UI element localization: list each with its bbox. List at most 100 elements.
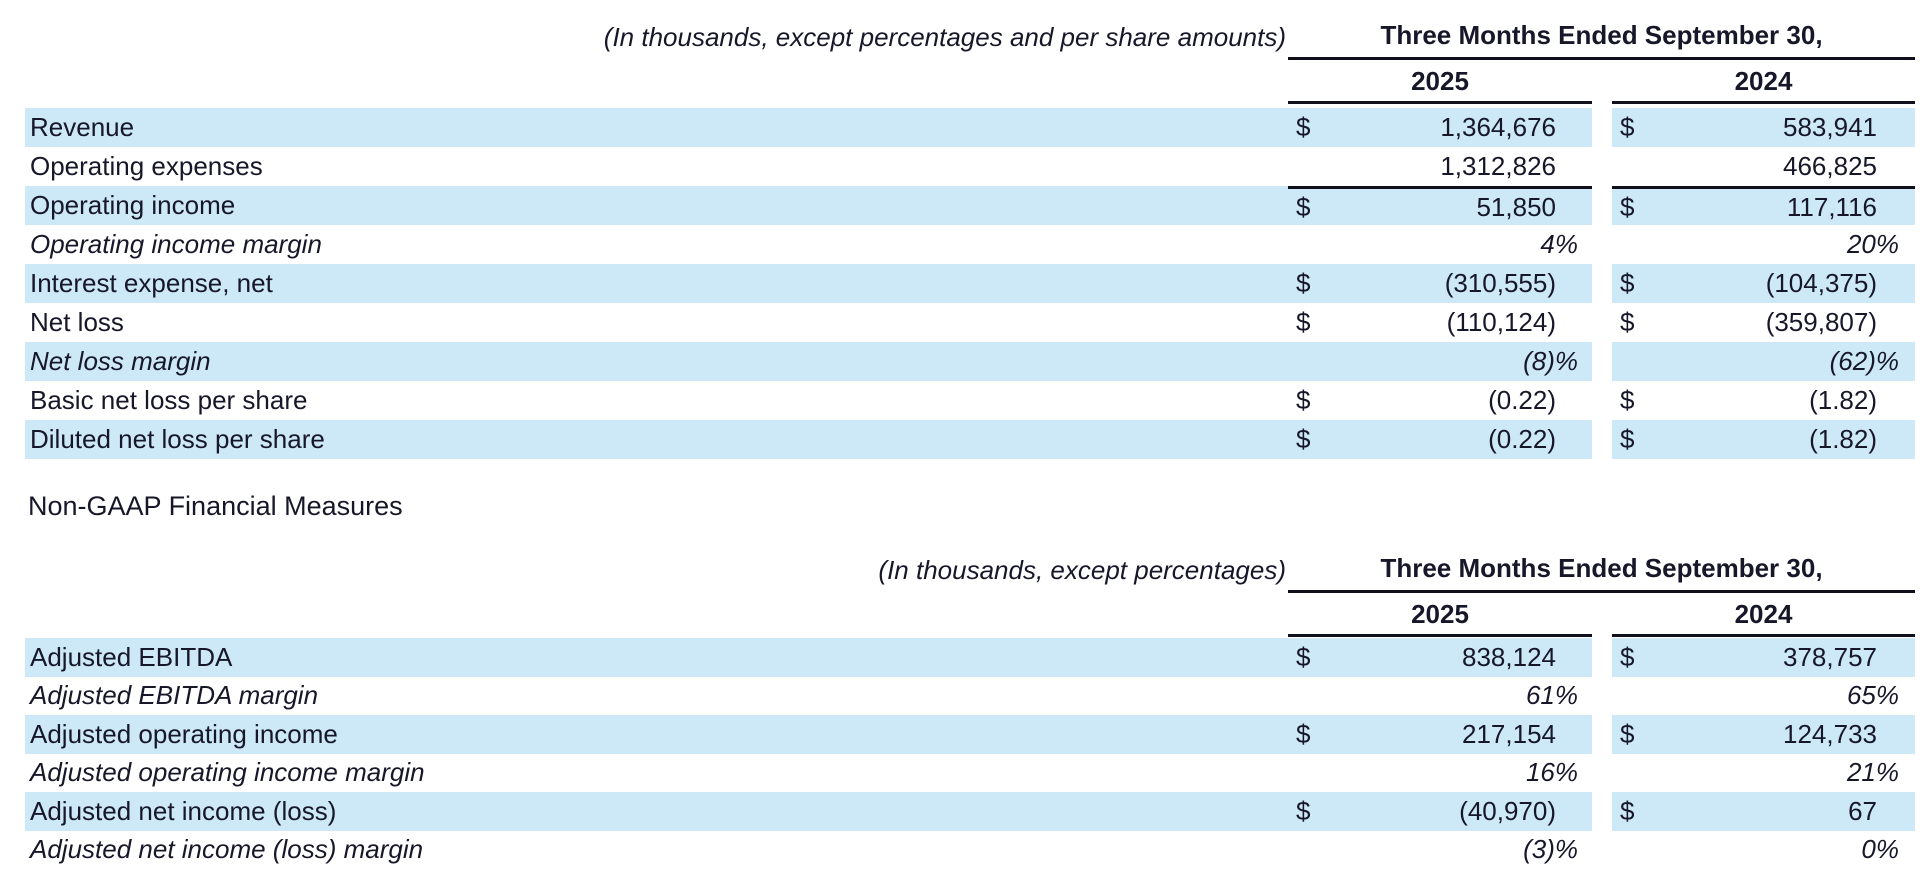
table-row-operating-income-margin: Operating income margin 4% 20% — [25, 225, 1915, 264]
dollar-sign: $ — [1296, 268, 1311, 298]
row-label: Adjusted operating income — [25, 715, 1288, 754]
value-cell-2024: 466,825 — [1612, 147, 1915, 186]
value-cell-2024: (62)% — [1612, 342, 1915, 381]
value-2024: (62)% — [1829, 346, 1899, 376]
row-label: Basic net loss per share — [30, 385, 308, 415]
value-2025: 61% — [1525, 680, 1578, 711]
value-2024: 21% — [1846, 757, 1899, 788]
table-row-operating-expenses: Operating expenses 1,312,826 466,825 — [25, 147, 1915, 186]
dollar-sign: $ — [1620, 307, 1635, 337]
value-cell-2025: (8)% — [1288, 342, 1592, 381]
value-cell-2024: $ (104,375) — [1612, 264, 1915, 303]
year-2024-header: 2024 — [1612, 598, 1915, 637]
row-label: Adjusted net income (loss) margin — [30, 834, 424, 865]
dollar-sign: $ — [1296, 424, 1311, 454]
value-cell-2025: $ (110,124) — [1288, 303, 1592, 342]
value-cell-2024: $ 124,733 — [1612, 715, 1915, 754]
table-row-adjusted-net-income-loss-margin: Adjusted net income (loss) margin (3)% 0… — [25, 831, 1915, 870]
dollar-sign: $ — [1620, 641, 1635, 672]
non-gaap-year-header-row: 2025 2024 — [1288, 598, 1915, 637]
row-label: Revenue — [25, 108, 1288, 147]
table-row-revenue: Revenue $ 1,364,676 $ 583,941 — [25, 108, 1915, 147]
value-2025: 16% — [1525, 757, 1578, 788]
value-cell-2025: 1,312,826 — [1288, 147, 1592, 186]
value-2025: 217,154 — [1462, 718, 1556, 749]
table-row-diluted-net-loss-per-share: Diluted net loss per share $ (0.22) $ (1… — [25, 420, 1915, 459]
row-label: Adjusted operating income margin — [30, 757, 425, 788]
table-row-adjusted-net-income-loss: Adjusted net income (loss) $ (40,970) $ … — [25, 792, 1915, 831]
value-2025: (310,555) — [1444, 268, 1556, 298]
dollar-sign: $ — [1620, 424, 1635, 454]
value-2024: 67 — [1848, 795, 1877, 826]
value-cell-2025: $ (310,555) — [1288, 264, 1592, 303]
dollar-sign: $ — [1620, 795, 1635, 826]
gaap-period-header: Three Months Ended September 30, — [1288, 20, 1915, 60]
row-label: Interest expense, net — [25, 264, 1288, 303]
dollar-sign: $ — [1296, 718, 1311, 749]
value-cell-2025: $ (0.22) — [1288, 420, 1592, 459]
year-2025-header: 2025 — [1288, 65, 1592, 104]
value-2024: (359,807) — [1765, 307, 1877, 337]
value-2025: (40,970) — [1459, 795, 1556, 826]
non-gaap-period-header: Three Months Ended September 30, — [1288, 553, 1915, 593]
dollar-sign: $ — [1620, 112, 1635, 142]
value-cell-2024: $ 583,941 — [1612, 108, 1915, 147]
value-2024: 466,825 — [1783, 151, 1877, 181]
table-row-interest-expense: Interest expense, net $ (310,555) $ (104… — [25, 264, 1915, 303]
value-cell-2025: $ 838,124 — [1288, 638, 1592, 677]
value-cell-2024: $ (1.82) — [1612, 420, 1915, 459]
value-cell-2024: $ 117,116 — [1612, 186, 1915, 225]
value-cell-2024: $ 378,757 — [1612, 638, 1915, 677]
value-cell-2024: $ 67 — [1612, 792, 1915, 831]
value-2024: 378,757 — [1783, 641, 1877, 672]
value-cell-2024: $ (1.82) — [1612, 381, 1915, 420]
table-row-adjusted-ebitda: Adjusted EBITDA $ 838,124 $ 378,757 — [25, 638, 1915, 677]
value-cell-2024: $ (359,807) — [1612, 303, 1915, 342]
dollar-sign: $ — [1296, 191, 1311, 222]
value-2025: (0.22) — [1488, 385, 1556, 415]
value-2025: 1,312,826 — [1440, 151, 1556, 181]
value-cell-2025: $ 51,850 — [1288, 186, 1592, 225]
table-row-operating-income: Operating income $ 51,850 $ 117,116 — [25, 186, 1915, 225]
dollar-sign: $ — [1620, 191, 1635, 222]
value-2025: 838,124 — [1462, 641, 1556, 672]
dollar-sign: $ — [1620, 718, 1635, 749]
value-2025: 51,850 — [1476, 191, 1556, 222]
year-2025-header: 2025 — [1288, 598, 1592, 637]
non-gaap-table-body: Adjusted EBITDA $ 838,124 $ 378,757 Adju… — [25, 638, 1915, 869]
dollar-sign: $ — [1620, 268, 1635, 298]
value-2024: 124,733 — [1783, 718, 1877, 749]
table-row-net-loss-margin: Net loss margin (8)% (62)% — [25, 342, 1915, 381]
row-label: Net loss margin — [25, 342, 1288, 381]
value-cell-2025: (3)% — [1288, 831, 1592, 870]
value-cell-2025: 61% — [1288, 677, 1592, 716]
gaap-table-caption: (In thousands, except percentages and pe… — [603, 22, 1286, 52]
table-row-adjusted-ebitda-margin: Adjusted EBITDA margin 61% 65% — [25, 677, 1915, 716]
value-cell-2024: 65% — [1612, 677, 1915, 716]
value-cell-2024: 0% — [1612, 831, 1915, 870]
row-label: Adjusted EBITDA margin — [30, 680, 319, 711]
dollar-sign: $ — [1296, 112, 1311, 142]
value-2025: (3)% — [1523, 834, 1578, 865]
dollar-sign: $ — [1296, 307, 1311, 337]
value-2024: 65% — [1846, 680, 1899, 711]
value-2024: (104,375) — [1765, 268, 1877, 298]
gaap-year-header-row: 2025 2024 — [1288, 65, 1915, 104]
row-label: Operating expenses — [30, 151, 263, 181]
value-2025: (110,124) — [1446, 307, 1556, 337]
table-row-net-loss: Net loss $ (110,124) $ (359,807) — [25, 303, 1915, 342]
value-cell-2025: $ (0.22) — [1288, 381, 1592, 420]
value-cell-2024: 20% — [1612, 225, 1915, 264]
non-gaap-table-caption: (In thousands, except percentages) — [878, 555, 1286, 585]
gaap-table-body: Revenue $ 1,364,676 $ 583,941 Operating … — [25, 108, 1915, 459]
value-2024: (1.82) — [1809, 424, 1877, 454]
value-cell-2024: 21% — [1612, 754, 1915, 793]
dollar-sign: $ — [1620, 385, 1635, 415]
row-label: Diluted net loss per share — [25, 420, 1288, 459]
row-label: Adjusted net income (loss) — [25, 792, 1288, 831]
value-2024: (1.82) — [1809, 385, 1877, 415]
value-cell-2025: $ 1,364,676 — [1288, 108, 1592, 147]
